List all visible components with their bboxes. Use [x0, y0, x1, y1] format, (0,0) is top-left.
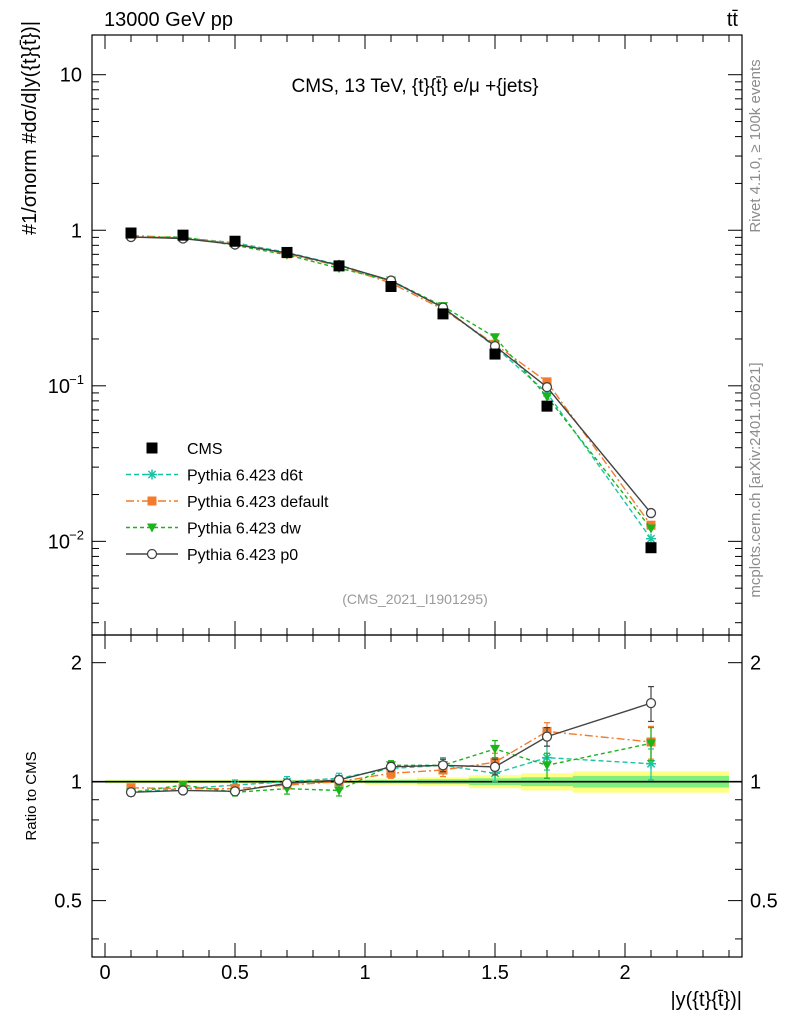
- cms-point: [281, 246, 293, 258]
- main-series-layer: [125, 227, 657, 554]
- ratio-series-line: [130, 742, 652, 793]
- cms-point: [541, 400, 553, 412]
- cms-point: [229, 235, 241, 247]
- cms-point: [333, 260, 345, 272]
- main-y-axis-label: #1/σnorm #dσ/d|y({t}{t̄})|: [19, 21, 41, 235]
- mcplots-label: mcplots.cern.ch [arXiv:2401.10621]: [747, 362, 764, 597]
- ratio-axis-ticks: 0.5 0.5 1 1 2 2 0 0.5 1 1.5 2: [54, 635, 778, 984]
- ratio-y-axis-label: Ratio to CMS: [23, 751, 40, 840]
- legend-marker: [147, 469, 157, 480]
- ratio-point: [386, 768, 396, 778]
- x-axis-label: |y({t}{t̄})|: [670, 989, 742, 1011]
- y-tick-label: 10: [48, 531, 70, 553]
- legend-label: CMS: [187, 441, 223, 458]
- cms-point: [489, 348, 501, 360]
- y-tick-label: 10: [60, 65, 82, 87]
- ratio-series-line: [130, 730, 652, 790]
- legend-label: Pythia 6.423 default: [187, 494, 329, 511]
- ratio-y-tick-label: 1: [71, 772, 82, 794]
- cms-point: [125, 227, 137, 239]
- ratio-point-stroke: [646, 759, 656, 768]
- y-tick-exponent: −2: [69, 527, 84, 542]
- ratio-y-tick-label: 2: [71, 653, 82, 675]
- cms-point: [177, 229, 189, 241]
- series-point: [542, 377, 552, 387]
- x-tick-label: 1: [359, 962, 370, 984]
- ratio-series-line: [130, 702, 652, 793]
- legend-label: Pythia 6.423 dw: [187, 521, 301, 538]
- ratio-point: [645, 697, 657, 709]
- series-point-stroke: [646, 534, 656, 543]
- legend-marker-stroke: [147, 470, 157, 479]
- rivet-version-label: Rivet 4.1.0, ≥ 100k events: [747, 59, 764, 232]
- legend-marker: [146, 548, 158, 560]
- y-tick-label: 1: [71, 220, 82, 242]
- x-tick-label: 2: [619, 962, 630, 984]
- ratio-y-tick-label: 0.5: [54, 891, 82, 913]
- ratio-series-layer: [125, 685, 657, 798]
- ratio-point: [333, 774, 345, 786]
- ratio-point: [437, 760, 449, 771]
- energy-label: 13000 GeV pp: [104, 9, 233, 31]
- ratio-point: [541, 731, 553, 742]
- main-panel: CMS, 13 TeV, {t}{t̄} e/μ +{jets} (CMS_20…: [19, 21, 743, 636]
- cms-data-points: [125, 227, 657, 554]
- cms-point: [645, 542, 657, 554]
- ratio-point: [489, 761, 501, 773]
- x-tick-label: 1.5: [481, 962, 509, 984]
- ratio-point: [334, 786, 344, 796]
- x-tick-label: 0: [99, 962, 110, 984]
- cms-point: [437, 308, 449, 320]
- ratio-series-open-circle: [125, 685, 657, 798]
- legend-label: Pythia 6.423 d6t: [187, 468, 303, 485]
- ratio-y-tick-label-right: 0.5: [750, 891, 778, 913]
- ratio-y-tick-label-right: 1: [750, 772, 761, 794]
- ratio-point: [281, 778, 293, 789]
- main-title: CMS, 13 TeV, {t}{t̄} e/μ +{jets}: [291, 76, 538, 97]
- x-tick-label: 0.5: [221, 962, 249, 984]
- series-point: [490, 333, 500, 343]
- series-point: [541, 382, 553, 393]
- legend-marker: [146, 442, 158, 454]
- series-line: [130, 234, 652, 526]
- legend-label: Pythia 6.423 p0: [187, 547, 298, 564]
- ratio-point: [385, 761, 397, 773]
- ratio-point: [229, 786, 241, 797]
- ratio-panel-frame: [91, 634, 743, 958]
- legend-marker: [147, 523, 157, 533]
- ratio-point: [646, 758, 656, 769]
- series-point: [646, 524, 656, 534]
- ratio-point: [542, 761, 552, 771]
- legend: CMS Pythia 6.423 d6t Pythia 6.423 default P…: [126, 441, 329, 564]
- ratio-point: [490, 744, 500, 754]
- series-line: [130, 236, 652, 514]
- legend-marker: [147, 496, 157, 506]
- analysis-watermark: (CMS_2021_I1901295): [342, 591, 488, 607]
- series-point: [542, 392, 552, 402]
- series-point: [645, 507, 657, 519]
- ratio-panel: 0.5 0.5 1 1 2 2 0 0.5 1 1.5 2 Ratio to CMS |y({t}{…: [23, 634, 778, 1011]
- y-tick-label: 10: [48, 376, 70, 398]
- ratio-point: [125, 787, 137, 798]
- y-tick-exponent: −1: [69, 372, 84, 387]
- ratio-point: [177, 785, 189, 796]
- series-point: [646, 533, 656, 544]
- ratio-y-tick-label-right: 2: [750, 653, 761, 675]
- ratio-point: [646, 739, 656, 749]
- process-label: tt̄: [727, 9, 739, 31]
- cms-point: [385, 280, 397, 292]
